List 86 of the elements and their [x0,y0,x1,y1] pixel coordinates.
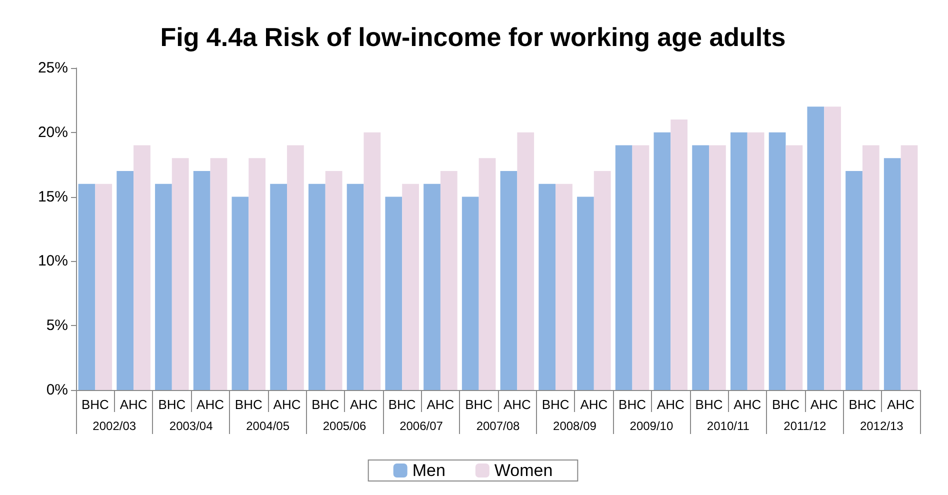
bar [193,171,210,390]
x-tick-label: BHC [542,397,570,412]
bar [786,145,803,390]
x-tick-label: BHC [618,397,646,412]
x-tick-label: AHC [503,397,531,412]
y-tick-label: 10% [38,252,68,270]
bar [232,196,249,390]
y-tick-label: 20% [38,124,68,141]
y-tick-label: 25% [38,60,68,76]
bar [95,184,112,390]
text: 2002/03 [92,419,136,433]
bar [116,171,134,390]
bar [692,145,709,390]
y-tick-label: 5% [46,317,68,334]
bar [478,158,496,390]
bar [248,158,266,390]
bar [287,145,304,390]
text: 2003/04 [169,419,214,433]
bar [402,184,419,390]
bar [172,158,189,390]
x-tick-label: AHC [734,397,762,412]
x-tick-label: AHC [580,397,608,412]
text: 2009/10 [630,419,674,433]
bar [824,106,841,390]
bar [270,184,287,390]
bar [670,120,688,390]
text: 2005/06 [322,419,367,433]
bar [556,184,572,390]
bar [424,184,440,390]
x-tick-label: BHC [465,397,493,412]
bar [308,184,326,390]
bar [807,106,824,390]
x-tick-label: BHC [848,397,876,412]
bar [862,145,880,390]
x-tick-label: BHC [772,397,800,412]
x-tick-label: BHC [81,397,109,412]
bar [846,171,862,390]
x-tick-label: BHC [312,397,340,412]
bar [517,132,534,390]
text: 2007/08 [476,419,520,433]
text: 2011/12 [784,419,826,433]
bar [615,145,632,390]
text: 2012/13 [860,419,904,433]
legend-label: Men [412,461,446,480]
bar [538,184,556,390]
bar [632,145,650,390]
bar [500,171,518,390]
x-tick-label: AHC [810,397,838,412]
bar [594,171,611,390]
x-tick-label: BHC [695,397,723,412]
bar [654,132,671,390]
x-tick-label: AHC [656,397,684,412]
x-tick-label: AHC [196,397,224,412]
bar [768,132,786,390]
bar [325,171,342,390]
bar [364,132,381,390]
bar [462,196,479,390]
bar [577,196,594,390]
legend-label: Women [494,461,553,480]
bar [900,145,918,390]
bar [440,171,458,390]
y-tick-label: 0% [46,382,68,398]
bar [709,145,726,390]
y-tick-label: 15% [38,188,68,206]
bar [346,184,364,390]
chart-title: Fig 4.4a Risk of low-income for working age adults [160,22,786,52]
x-tick-label: AHC [887,397,915,412]
bar [884,158,901,390]
text: 2004/05 [246,419,290,433]
text: 2006/07 [400,419,444,433]
x-tick-label: BHC [388,397,416,412]
bar [155,184,172,390]
x-tick-label: BHC [158,397,186,412]
bar [78,184,96,390]
text: 2008/09 [553,419,597,433]
bar [210,158,228,390]
bar [730,132,748,390]
bar [385,196,402,390]
x-tick-label: AHC [273,397,301,412]
x-tick-label: AHC [426,397,454,412]
x-tick-label: BHC [234,397,262,412]
text: 2010/11 [706,419,750,433]
x-tick-label: AHC [350,397,378,412]
bar [747,132,764,390]
bar [134,145,150,390]
x-tick-label: AHC [120,397,148,412]
